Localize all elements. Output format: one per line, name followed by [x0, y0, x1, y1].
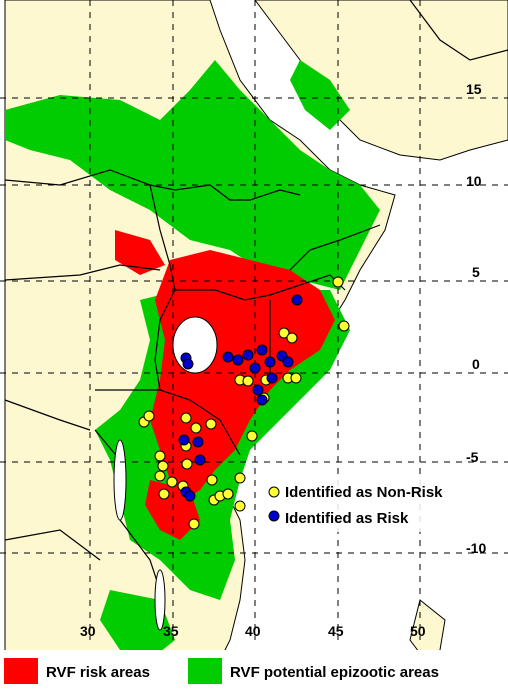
risk-marker [182, 358, 194, 370]
non-risk-marker [154, 450, 166, 462]
non-risk-legend-label: Identified as Non-Risk [285, 484, 443, 501]
non-risk-marker [246, 430, 258, 442]
arabia-land [254, 0, 508, 161]
border-line [4, 264, 161, 281]
inset-legend-box [262, 476, 472, 532]
epizootic-areas-swatch [188, 658, 222, 684]
risk-marker [282, 356, 294, 368]
lat-labels: 15 10 5 0 -5 -10 [466, 81, 486, 556]
non-risk-marker [180, 412, 192, 424]
epizootic-areas-label: RVF potential epizootic areas [230, 664, 439, 681]
non-risk-marker [234, 500, 246, 512]
risk-areas-swatch [4, 658, 38, 684]
graticule [0, 0, 508, 640]
lat-label: 0 [472, 356, 480, 372]
non-risk-marker [181, 458, 193, 470]
risk-marker [192, 436, 204, 448]
risk-marker [266, 372, 278, 384]
lon-label: 50 [410, 623, 426, 639]
inset-legend: Identified as Non-Risk Identified as Ris… [262, 476, 472, 532]
non-risk-marker [190, 422, 202, 434]
non-risk-marker [286, 332, 298, 344]
non-risk-marker [205, 418, 217, 430]
lat-label: -10 [466, 540, 486, 556]
non-risk-marker [157, 460, 169, 472]
risk-marker [178, 434, 190, 446]
risk-marker [232, 354, 244, 366]
non-risk-marker [143, 410, 155, 422]
border-line [175, 274, 346, 301]
non-risk-marker [338, 320, 350, 332]
lat-label: 15 [466, 81, 482, 97]
risk-marker [184, 490, 196, 502]
non-risk-marker [154, 470, 166, 482]
bottom-legend-bg [0, 650, 508, 692]
epizootic-north [5, 60, 380, 290]
non-risk-marker [206, 474, 218, 486]
non-risk-marker [290, 372, 302, 384]
risk-legend-marker [268, 510, 280, 522]
lake-victoria [172, 316, 218, 374]
risk-marker [242, 349, 254, 361]
lon-label: 35 [163, 623, 179, 639]
risk-west [115, 230, 165, 275]
lake-tanganyika [113, 439, 127, 521]
non-risk-marker [234, 472, 246, 484]
risk-legend-label: Identified as Risk [285, 510, 409, 527]
non-risk-marker [188, 518, 200, 530]
lon-labels: 30 35 40 45 50 [80, 623, 426, 639]
border-line [289, 224, 381, 271]
risk-marker [252, 384, 264, 396]
non-risk-marker [166, 476, 178, 488]
lon-label: 30 [80, 623, 96, 639]
lat-label: -5 [466, 449, 479, 465]
epizootic-arabia [290, 60, 350, 130]
lat-label: 5 [472, 264, 480, 280]
non-risk-marker [278, 327, 290, 339]
non-risk-marker [242, 375, 254, 387]
border-line [409, 0, 508, 61]
risk-marker [264, 356, 276, 368]
lon-label: 45 [328, 623, 344, 639]
border-line [4, 399, 91, 431]
lon-label: 40 [245, 623, 261, 639]
risk-markers [178, 294, 303, 502]
border-line [4, 169, 301, 201]
non-risk-marker [222, 488, 234, 500]
non-risk-marker [332, 276, 344, 288]
bottom-legend: RVF risk areas RVF potential epizootic a… [0, 650, 508, 692]
border-line [95, 389, 241, 456]
risk-marker [249, 362, 261, 374]
non-risk-marker [158, 488, 170, 500]
lat-label: 10 [466, 173, 482, 189]
risk-marker [222, 351, 234, 363]
border-line [4, 529, 101, 561]
risk-marker [291, 294, 303, 306]
border-line [154, 289, 176, 391]
risk-marker [194, 454, 206, 466]
risk-areas-label: RVF risk areas [46, 664, 150, 681]
lake-malawi [154, 569, 166, 631]
risk-marker [256, 344, 268, 356]
non-risk-legend-marker [268, 486, 280, 498]
risk-marker [256, 394, 268, 406]
